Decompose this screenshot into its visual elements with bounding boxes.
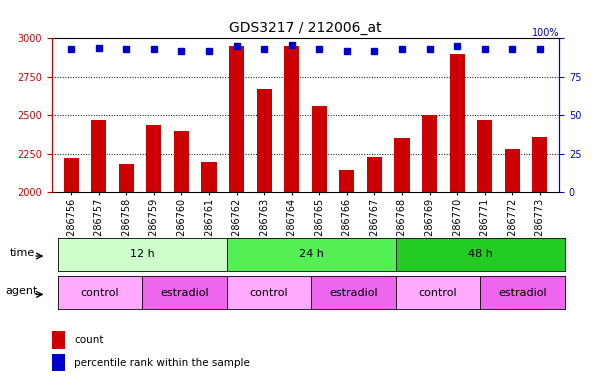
Bar [229, 46, 244, 192]
Bar [146, 125, 161, 192]
Bar [202, 162, 217, 192]
Bar [450, 54, 465, 192]
Bar [91, 120, 106, 192]
Bar [119, 164, 134, 192]
Text: estradiol: estradiol [160, 288, 209, 298]
Bar [284, 46, 299, 192]
Text: GDS3217 / 212006_at: GDS3217 / 212006_at [229, 21, 382, 35]
Bar [532, 137, 547, 192]
Text: 12 h: 12 h [130, 249, 155, 260]
Bar [64, 158, 79, 192]
Text: percentile rank within the sample: percentile rank within the sample [74, 358, 250, 368]
Text: estradiol: estradiol [498, 288, 547, 298]
Text: time: time [9, 248, 35, 258]
Bar [339, 170, 354, 192]
Text: control: control [249, 288, 288, 298]
Text: 48 h: 48 h [468, 249, 492, 260]
Bar [422, 115, 437, 192]
Bar [174, 131, 189, 192]
Text: agent: agent [6, 286, 38, 296]
Bar [312, 106, 327, 192]
Bar [367, 157, 382, 192]
Text: count: count [74, 335, 103, 345]
Text: estradiol: estradiol [329, 288, 378, 298]
Text: control: control [81, 288, 119, 298]
Text: 24 h: 24 h [299, 249, 324, 260]
Bar [257, 89, 272, 192]
Text: control: control [419, 288, 457, 298]
Bar [477, 120, 492, 192]
Bar [52, 354, 65, 371]
Bar [52, 331, 65, 349]
Bar [505, 149, 520, 192]
Text: 100%: 100% [532, 28, 559, 38]
Bar [394, 138, 409, 192]
